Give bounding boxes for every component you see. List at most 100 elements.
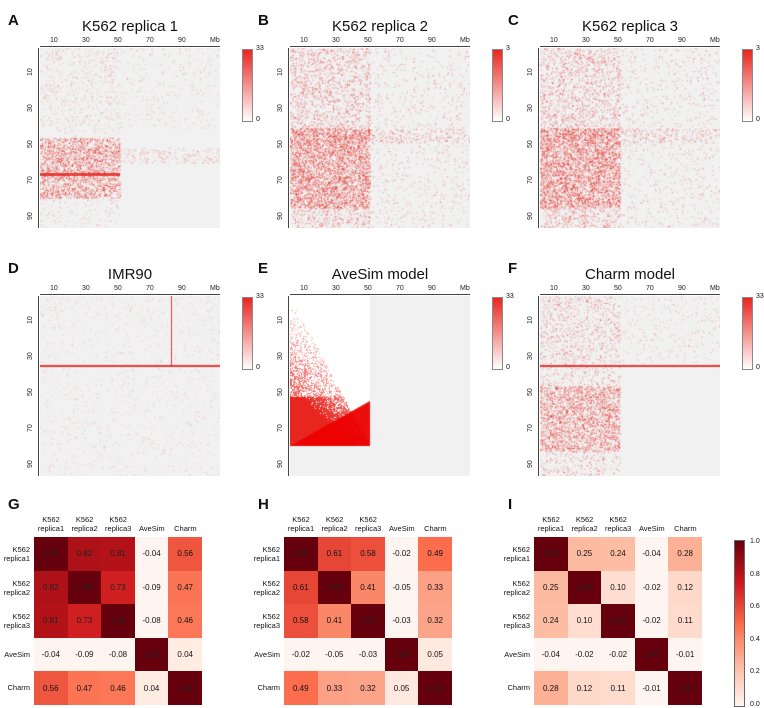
panel-i-col-label: K562 replica1 <box>537 515 565 533</box>
panel-b-top-tick: 10 <box>300 37 308 44</box>
panel-c-colorbar-max: 3 <box>756 45 760 52</box>
panel-g-cell: -0.04 <box>34 637 68 672</box>
panel-e-left-tick: 90 <box>277 460 284 468</box>
panel-h-cell: -0.03 <box>384 604 419 638</box>
panel-e-contact-map <box>290 296 470 476</box>
panel-a-top-tick: 30 <box>82 37 90 44</box>
panel-f-colorbar-max: 33 <box>756 293 764 300</box>
panel-c-left-tick: 30 <box>527 104 534 112</box>
panel-e-title: AveSim model <box>331 266 429 283</box>
panel-f-left-tick: 50 <box>527 388 534 396</box>
panel-g-row-label: K562 replica1 <box>3 545 30 563</box>
panel-i-cell: 0.11 <box>601 671 635 705</box>
panel-b-contact-canvas <box>290 48 470 228</box>
panel-b-left-tick: 50 <box>277 140 284 148</box>
panel-b-top-axis <box>290 46 470 47</box>
panel-b-colorbar-min: 0 <box>506 116 510 123</box>
panel-d-top-tick: Mb <box>210 285 220 292</box>
panel-h-cell: -0.02 <box>284 637 318 672</box>
panel-b-left-tick: 90 <box>277 212 284 220</box>
panel-a-contact-canvas <box>40 48 220 228</box>
panel-e-left-tick: 70 <box>277 424 284 432</box>
panel-d-letter: D <box>8 260 19 277</box>
panel-a-top-tick: 50 <box>114 37 122 44</box>
panel-d-colorbar <box>242 297 253 370</box>
panel-a-contact-map <box>40 48 220 228</box>
panel-g-cell: 0.82 <box>34 570 68 605</box>
panel-g-col-label: K562 replica2 <box>71 515 98 533</box>
panel-a-letter: A <box>8 12 19 29</box>
panel-i-row-label: K562 replica1 <box>503 545 530 563</box>
panel-h-matrix: 1.00 0.61 0.58 -0.02 0.49 0.61 1.00 0.41 -0.05 0.… <box>284 537 452 705</box>
panel-d-top-axis <box>40 294 220 295</box>
panel-a-colorbar-min: 0 <box>256 116 260 123</box>
panel-a-left-tick: 10 <box>27 68 34 76</box>
panel-c-top-tick: 30 <box>582 37 590 44</box>
panel-d-colorbar-max: 33 <box>256 293 264 300</box>
panel-f-left-tick: 70 <box>527 424 534 432</box>
correlation-colorbar-tick: 1.0 <box>750 538 760 545</box>
panel-d-left-tick: 30 <box>27 352 34 360</box>
panel-g-cell: 0.56 <box>34 671 68 705</box>
panel-c-top-tick: 10 <box>550 37 558 44</box>
panel-i-cell: 1.00 <box>634 637 669 672</box>
panel-h-cell: -0.05 <box>384 570 419 605</box>
panel-e-top-tick: 30 <box>332 285 340 292</box>
panel-f-left-axis <box>538 296 539 476</box>
panel-e-colorbar-min: 0 <box>506 364 510 371</box>
panel-h-cell: 0.05 <box>384 671 419 705</box>
panel-b-top-tick: 30 <box>332 37 340 44</box>
panel-h-row-label: K562 replica2 <box>253 578 280 597</box>
panel-g-col-label: K562 replica3 <box>105 515 132 533</box>
panel-g-cell: 0.47 <box>67 671 102 705</box>
panel-i-letter: I <box>508 496 513 513</box>
panel-i-row-label: K562 replica3 <box>503 612 530 631</box>
panel-c-top-tick: 90 <box>678 37 686 44</box>
panel-h-cell: 0.49 <box>284 671 318 705</box>
panel-g-letter: G <box>8 496 20 513</box>
panel-h-cell: 1.00 <box>351 604 385 638</box>
panel-c-colorbar <box>742 49 753 122</box>
panel-f-contact-map <box>540 296 720 476</box>
panel-i-cell: 0.10 <box>567 604 602 638</box>
panel-h-col-label: Charm <box>424 524 447 533</box>
panel-f-letter: F <box>508 260 518 277</box>
panel-i-cell: -0.01 <box>634 671 669 705</box>
panel-i-cell: 0.24 <box>601 537 635 571</box>
panel-g-cell: -0.08 <box>134 604 169 638</box>
panel-i-cell: 0.28 <box>668 537 702 571</box>
panel-e-top-tick: Mb <box>460 285 470 292</box>
panel-g-cell: 0.81 <box>101 537 135 571</box>
panel-b-left-axis <box>288 48 289 228</box>
panel-c-left-tick: 70 <box>527 176 534 184</box>
panel-h-cell: -0.05 <box>317 637 352 672</box>
panel-h-cell: 0.61 <box>284 570 318 605</box>
panel-h-col-label: K562 replica2 <box>321 515 348 533</box>
panel-i-cell: 0.24 <box>534 604 568 638</box>
panel-h-cell: 1.00 <box>418 671 452 705</box>
panel-c-left-axis <box>538 48 539 228</box>
panel-b-top-tick: Mb <box>460 37 470 44</box>
panel-g-row-label: K562 replica3 <box>3 612 30 631</box>
panel-e-top-tick: 50 <box>364 285 372 292</box>
panel-e-letter: E <box>258 260 269 277</box>
panel-b-left-tick: 30 <box>277 104 284 112</box>
panel-g-row-label: K562 replica2 <box>3 578 30 597</box>
panel-b-title: K562 replica 2 <box>332 18 428 35</box>
panel-g-cell: 1.00 <box>67 570 102 605</box>
panel-f-top-tick: 30 <box>582 285 590 292</box>
panel-d-colorbar-min: 0 <box>256 364 260 371</box>
panel-h-cell: 0.61 <box>317 537 352 571</box>
panel-h-cell: 0.32 <box>418 604 452 638</box>
panel-d-left-tick: 90 <box>27 460 34 468</box>
panel-i-row-label: AveSim <box>504 649 530 659</box>
panel-g-cell: 0.82 <box>67 537 102 571</box>
panel-f-top-tick: 90 <box>678 285 686 292</box>
panel-h-cell: 0.33 <box>418 570 452 605</box>
panel-b-colorbar <box>492 49 503 122</box>
panel-c-letter: C <box>508 12 519 29</box>
panel-c-left-tick: 10 <box>527 68 534 76</box>
panel-a-title: K562 replica 1 <box>82 18 178 35</box>
panel-b-colorbar-max: 3 <box>506 45 510 52</box>
panel-i-cell: 1.00 <box>601 604 635 638</box>
